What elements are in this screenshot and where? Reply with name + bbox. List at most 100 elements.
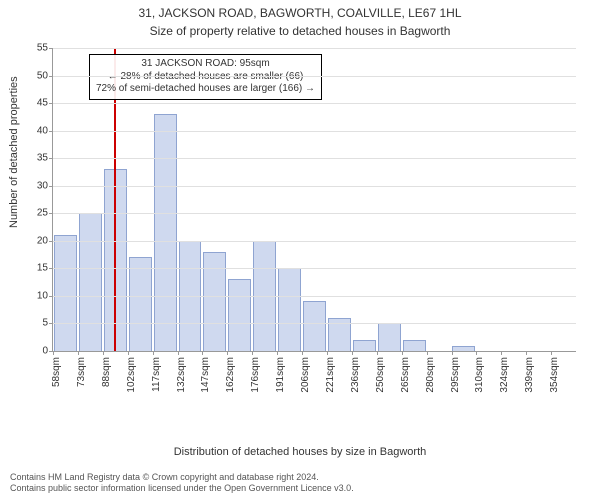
gridline xyxy=(53,268,576,269)
x-tick-mark xyxy=(103,351,104,355)
x-tick-mark xyxy=(427,351,428,355)
y-tick-label: 5 xyxy=(42,318,48,329)
y-axis-label: Number of detached properties xyxy=(8,76,20,228)
plot-region: 58sqm73sqm88sqm102sqm117sqm132sqm147sqm1… xyxy=(52,48,576,352)
y-tick-mark xyxy=(49,48,53,49)
x-tick-label: 280sqm xyxy=(425,357,436,393)
y-tick-mark xyxy=(49,158,53,159)
y-tick-label: 10 xyxy=(37,290,48,301)
bar-slot: 310sqm xyxy=(476,48,501,351)
bar-slot: 221sqm xyxy=(327,48,352,351)
chart-subtitle: Size of property relative to detached ho… xyxy=(0,22,600,42)
x-axis-label: Distribution of detached houses by size … xyxy=(0,446,600,458)
y-tick-mark xyxy=(49,76,53,77)
histogram-bar xyxy=(353,340,376,351)
x-tick-mark xyxy=(302,351,303,355)
x-tick-label: 147sqm xyxy=(200,357,211,393)
x-tick-mark xyxy=(352,351,353,355)
x-tick-label: 221sqm xyxy=(325,357,336,393)
y-tick-mark xyxy=(49,323,53,324)
x-tick-mark xyxy=(377,351,378,355)
y-tick-mark xyxy=(49,268,53,269)
bar-slot: 295sqm xyxy=(452,48,477,351)
y-tick-mark xyxy=(49,131,53,132)
gridline xyxy=(53,158,576,159)
bar-slot: 339sqm xyxy=(526,48,551,351)
x-tick-mark xyxy=(526,351,527,355)
x-tick-mark xyxy=(153,351,154,355)
gridline xyxy=(53,48,576,49)
annotation-line-1: 31 JACKSON ROAD: 95sqm xyxy=(96,58,315,71)
y-tick-mark xyxy=(49,186,53,187)
x-tick-label: 117sqm xyxy=(151,357,162,392)
y-tick-mark xyxy=(49,103,53,104)
x-tick-label: 176sqm xyxy=(250,357,261,393)
x-tick-label: 162sqm xyxy=(225,357,236,393)
y-tick-label: 25 xyxy=(37,208,48,219)
y-tick-label: 35 xyxy=(37,153,48,164)
x-tick-mark xyxy=(551,351,552,355)
bar-slot: 236sqm xyxy=(352,48,377,351)
histogram-bar xyxy=(403,340,426,351)
x-tick-label: 354sqm xyxy=(549,357,560,393)
x-tick-mark xyxy=(53,351,54,355)
x-tick-label: 339sqm xyxy=(524,357,535,393)
bar-slot: 354sqm xyxy=(551,48,576,351)
x-tick-mark xyxy=(327,351,328,355)
histogram-bar xyxy=(203,252,226,351)
y-tick-mark xyxy=(49,296,53,297)
x-tick-mark xyxy=(402,351,403,355)
x-tick-mark xyxy=(202,351,203,355)
histogram-bar xyxy=(452,346,475,352)
y-tick-label: 45 xyxy=(37,98,48,109)
gridline xyxy=(53,323,576,324)
histogram-bar xyxy=(129,257,152,351)
x-tick-label: 324sqm xyxy=(499,357,510,393)
bar-slot: 324sqm xyxy=(501,48,526,351)
bar-slot: 265sqm xyxy=(402,48,427,351)
gridline xyxy=(53,296,576,297)
annotation-line-3: 72% of semi-detached houses are larger (… xyxy=(96,83,315,96)
footer-line-2: Contains public sector information licen… xyxy=(10,483,354,494)
chart-area: 58sqm73sqm88sqm102sqm117sqm132sqm147sqm1… xyxy=(52,48,576,408)
x-tick-mark xyxy=(452,351,453,355)
footer-attribution: Contains HM Land Registry data © Crown c… xyxy=(10,472,354,495)
annotation-line-2: ← 28% of detached houses are smaller (66… xyxy=(96,71,315,84)
bar-slot: 250sqm xyxy=(377,48,402,351)
x-tick-mark xyxy=(227,351,228,355)
x-tick-mark xyxy=(476,351,477,355)
gridline xyxy=(53,76,576,77)
footer-line-1: Contains HM Land Registry data © Crown c… xyxy=(10,472,354,483)
x-tick-label: 191sqm xyxy=(275,357,286,393)
y-tick-label: 50 xyxy=(37,70,48,81)
x-tick-mark xyxy=(78,351,79,355)
bar-slot: 280sqm xyxy=(427,48,452,351)
x-tick-label: 58sqm xyxy=(51,357,62,387)
x-tick-mark xyxy=(501,351,502,355)
x-tick-mark xyxy=(128,351,129,355)
x-tick-label: 250sqm xyxy=(375,357,386,393)
y-tick-mark xyxy=(49,351,53,352)
y-tick-label: 55 xyxy=(37,43,48,54)
y-tick-label: 0 xyxy=(42,346,48,357)
histogram-bar xyxy=(154,114,177,351)
y-tick-mark xyxy=(49,213,53,214)
y-tick-label: 20 xyxy=(37,235,48,246)
y-tick-mark xyxy=(49,241,53,242)
y-tick-label: 40 xyxy=(37,125,48,136)
x-tick-mark xyxy=(178,351,179,355)
y-tick-label: 15 xyxy=(37,263,48,274)
gridline xyxy=(53,131,576,132)
x-tick-label: 73sqm xyxy=(76,357,87,387)
x-tick-label: 206sqm xyxy=(300,357,311,393)
bar-slot: 58sqm xyxy=(53,48,78,351)
gridline xyxy=(53,213,576,214)
x-tick-label: 88sqm xyxy=(101,357,112,387)
x-tick-label: 102sqm xyxy=(126,357,137,393)
x-tick-mark xyxy=(252,351,253,355)
histogram-bar xyxy=(228,279,251,351)
gridline xyxy=(53,103,576,104)
page-title: 31, JACKSON ROAD, BAGWORTH, COALVILLE, L… xyxy=(0,0,600,22)
annotation-box: 31 JACKSON ROAD: 95sqm ← 28% of detached… xyxy=(89,54,322,100)
gridline xyxy=(53,241,576,242)
